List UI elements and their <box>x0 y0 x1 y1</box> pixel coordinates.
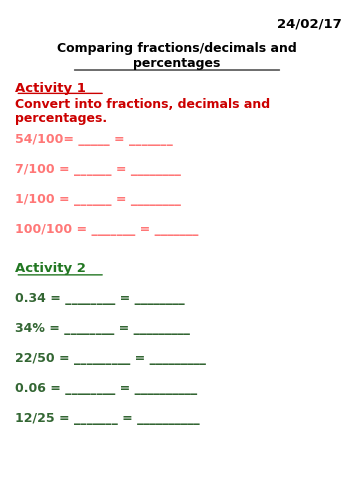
Text: percentages.: percentages. <box>16 112 108 125</box>
Text: 1/100 = ______ = ________: 1/100 = ______ = ________ <box>16 193 181 206</box>
Text: 34% = ________ = _________: 34% = ________ = _________ <box>16 322 190 335</box>
Text: 0.34 = ________ = ________: 0.34 = ________ = ________ <box>16 292 185 306</box>
Text: 0.06 = ________ = __________: 0.06 = ________ = __________ <box>16 382 198 395</box>
Text: 7/100 = ______ = ________: 7/100 = ______ = ________ <box>16 163 181 176</box>
Text: 24/02/17: 24/02/17 <box>277 18 342 30</box>
Text: Activity 1: Activity 1 <box>16 82 86 95</box>
Text: percentages: percentages <box>133 57 221 70</box>
Text: 100/100 = _______ = _______: 100/100 = _______ = _______ <box>16 222 199 235</box>
Text: 12/25 = _______ = __________: 12/25 = _______ = __________ <box>16 412 200 424</box>
Text: 22/50 = _________ = _________: 22/50 = _________ = _________ <box>16 352 206 365</box>
Text: Comparing fractions/decimals and: Comparing fractions/decimals and <box>57 42 297 55</box>
Text: Activity 2: Activity 2 <box>16 262 86 276</box>
Text: Convert into fractions, decimals and: Convert into fractions, decimals and <box>16 98 270 112</box>
Text: 54/100= _____ = _______: 54/100= _____ = _______ <box>16 133 173 146</box>
